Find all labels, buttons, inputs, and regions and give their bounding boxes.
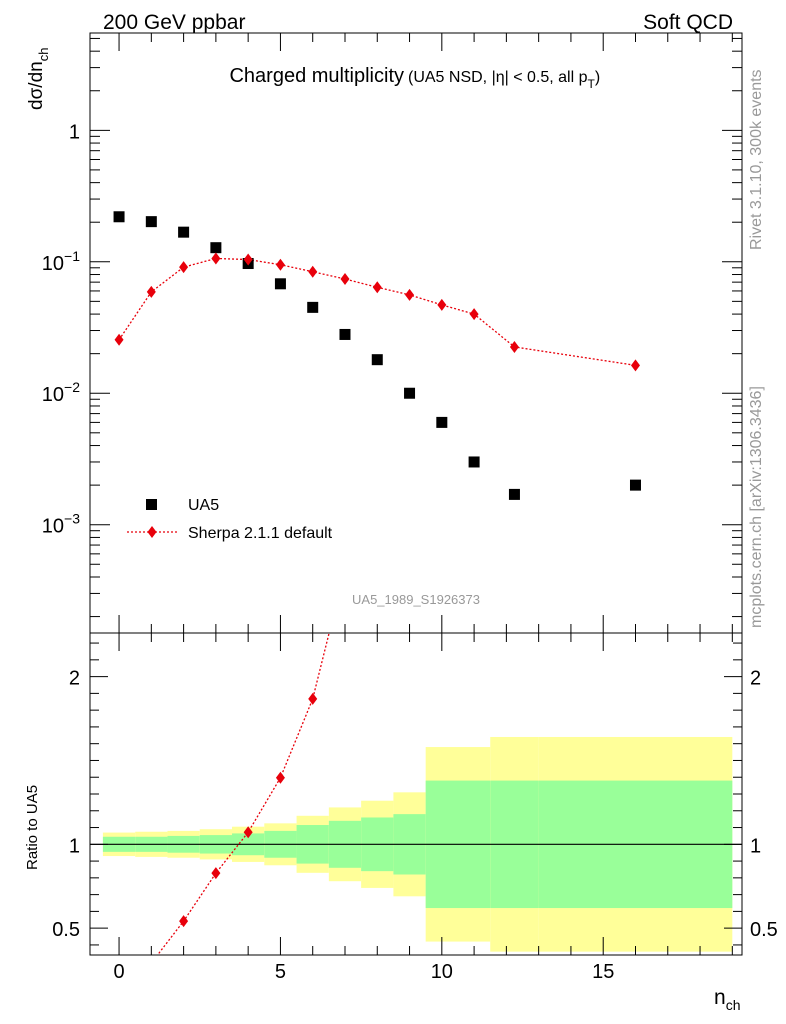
ratio-y-tick-label: 2 — [69, 668, 80, 690]
analysis-watermark: UA5_1989_S1926373 — [352, 592, 480, 607]
legend-marker-ua5 — [146, 499, 157, 510]
legend: UA5 Sherpa 2.1.1 default — [127, 497, 333, 542]
sherpa-point — [179, 261, 189, 274]
main-frame — [89, 32, 743, 634]
ua5-point — [508, 488, 520, 500]
legend-label-sherpa: Sherpa 2.1.1 default — [188, 525, 333, 542]
main-plot: 1 10−1 10−2 10−3 Charged multiplicity (UA5 … — [42, 32, 743, 634]
x-axis-label: nch — [714, 986, 740, 1013]
header-left: 200 GeV ppbar — [103, 11, 245, 34]
rivet-label: Rivet 3.1.10, 300k events — [748, 69, 765, 250]
ratio-sherpa-point — [275, 771, 285, 784]
sherpa-point — [405, 288, 415, 301]
sherpa-point — [372, 281, 382, 294]
sherpa-point — [275, 258, 285, 271]
x-tick-label: 15 — [592, 961, 614, 983]
ua5-point — [178, 226, 190, 238]
ratio-y-tick-label: 1 — [69, 835, 80, 857]
ratio-y-tick-label: 0.5 — [52, 919, 80, 941]
ua5-point — [371, 354, 383, 366]
x-tick-label: 10 — [431, 961, 453, 983]
ua5-point — [113, 211, 125, 223]
sherpa-point — [340, 272, 350, 285]
sherpa-point — [146, 285, 156, 298]
sherpa-point — [437, 298, 447, 311]
y-tick-label: 10−3 — [42, 511, 80, 538]
header-right: Soft QCD — [643, 11, 733, 34]
ratio-sherpa-point — [179, 915, 189, 928]
ratio-y-tick-label-right: 2 — [750, 668, 761, 690]
sherpa-point — [243, 253, 253, 266]
legend-marker-sherpa — [147, 526, 157, 538]
sherpa-line — [118, 257, 636, 366]
legend-label-ua5: UA5 — [188, 497, 219, 514]
ua5-point — [274, 278, 286, 290]
ratio-sherpa-line — [156, 633, 330, 955]
y-tick-label: 1 — [69, 121, 80, 143]
ua5-point — [145, 216, 157, 228]
x-tick-label: 5 — [275, 961, 286, 983]
sherpa-point — [469, 308, 479, 321]
ratio-y-label: Ratio to UA5 — [24, 785, 41, 870]
sherpa-point — [630, 359, 640, 372]
ratio-y-tick-label-right: 1 — [750, 835, 761, 857]
ua5-point — [629, 479, 641, 491]
main-title-note: (UA5 NSD, |η| < 0.5, all pT) — [408, 69, 600, 91]
ratio-y-tick-label-right: 0.5 — [750, 919, 778, 941]
y-tick-label: 10−2 — [42, 379, 80, 406]
x-tick-label: 0 — [113, 961, 124, 983]
ua5-point — [210, 242, 222, 254]
sherpa-point — [114, 333, 124, 346]
ratio-sherpa-point — [243, 826, 253, 839]
sherpa-point — [308, 265, 318, 278]
main-title: Charged multiplicity — [229, 65, 404, 87]
y-tick-label: 10−1 — [42, 248, 80, 275]
ratio-sherpa-point — [308, 692, 318, 705]
ua5-point — [436, 416, 448, 428]
ua5-point — [307, 301, 319, 313]
ratio-plot: 0.5 0.5 1 1 2 2 0 5 10 15 — [52, 632, 778, 983]
sherpa-point — [211, 252, 221, 265]
ua5-point — [468, 456, 480, 468]
main-y-label: dσ/dnch — [26, 48, 51, 110]
ua5-point — [339, 328, 351, 340]
ua5-point — [404, 387, 416, 399]
ratio-sherpa-point — [211, 867, 221, 880]
mcplots-label: mcplots.cern.ch [arXiv:1306.3436] — [748, 386, 765, 628]
sherpa-point — [509, 340, 519, 353]
